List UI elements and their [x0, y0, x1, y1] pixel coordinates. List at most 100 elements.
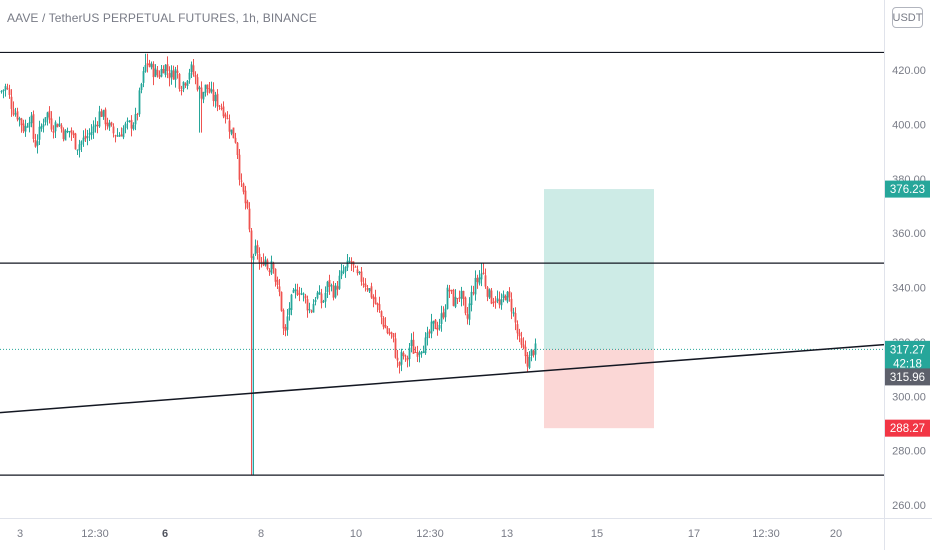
candle-body: [28, 122, 31, 128]
candle-body: [326, 281, 329, 293]
candle-body: [118, 135, 121, 137]
candle-body: [20, 118, 23, 126]
candle-body: [230, 129, 233, 134]
candle-body: [258, 253, 261, 264]
candle-body: [98, 111, 101, 127]
candle-body: [100, 111, 103, 117]
candle-body: [112, 126, 115, 134]
candle-body: [220, 107, 223, 109]
candle-body: [448, 289, 451, 292]
candle-body: [236, 142, 239, 156]
candle-body: [310, 310, 313, 312]
candle-body: [338, 275, 341, 289]
candle-body: [306, 299, 309, 311]
candle-body: [122, 128, 125, 138]
candle-body: [424, 337, 427, 354]
candle-body: [44, 117, 47, 123]
candle-body: [478, 277, 481, 284]
candle-body: [524, 346, 527, 357]
candle-body: [422, 351, 425, 353]
candle-body: [412, 339, 415, 354]
candle-body: [278, 286, 281, 292]
y-tick-label: 340.00: [892, 283, 926, 295]
candle-body: [116, 135, 119, 137]
candle-body: [298, 293, 301, 295]
y-tick-label: 360.00: [892, 228, 926, 240]
candle-body: [534, 343, 537, 355]
candle-body: [270, 261, 273, 274]
candle-body: [404, 355, 407, 357]
candle-body: [162, 68, 165, 74]
candle-body: [312, 303, 315, 313]
candle-body: [106, 122, 109, 127]
candle-body: [510, 298, 513, 312]
candle-body: [222, 106, 225, 117]
candle-body: [212, 89, 215, 101]
candle-body: [172, 70, 175, 80]
candle-body: [456, 298, 459, 300]
current-price-tag-text: 317.27: [890, 344, 925, 356]
candle-body: [128, 120, 131, 122]
candle-body: [504, 295, 507, 301]
candle-body: [388, 332, 391, 335]
candle-body: [276, 279, 279, 285]
candle-body: [12, 109, 15, 115]
candle-body: [96, 124, 99, 126]
target-price-tag: 376.23: [885, 180, 930, 198]
candle-body: [340, 270, 343, 276]
candle-body: [494, 300, 497, 303]
candle-body: [426, 332, 429, 339]
candle-body: [144, 64, 147, 72]
candle-body: [492, 302, 495, 304]
candle-body: [514, 313, 517, 323]
candle-body: [394, 338, 397, 358]
candle-body: [104, 109, 107, 125]
candle-body: [46, 112, 49, 118]
candle-body: [398, 362, 401, 366]
candle-body: [360, 271, 363, 282]
candle-body: [434, 319, 437, 330]
candle-body: [0, 91, 3, 93]
candle-body: [508, 291, 511, 298]
candle-body: [254, 245, 257, 255]
horizontal-levels: [0, 51, 885, 476]
x-tick-label: 13: [501, 528, 513, 540]
currency-button[interactable]: USDT: [892, 7, 923, 28]
x-tick-label: 15: [591, 528, 603, 540]
candle-body: [318, 292, 321, 295]
candle-body: [472, 292, 475, 294]
candle-body: [216, 93, 219, 107]
candle-body: [444, 308, 447, 318]
candle-body: [520, 338, 523, 345]
candle-body: [346, 260, 349, 268]
candle-body: [418, 352, 421, 355]
candle-body: [518, 332, 521, 337]
candle-body: [490, 290, 493, 304]
candle-body: [446, 287, 449, 309]
candle-body: [280, 291, 283, 311]
candle-body: [430, 321, 433, 334]
candle-body: [498, 299, 501, 305]
candle-body: [6, 87, 9, 89]
candle-body: [406, 357, 409, 361]
candle-body: [372, 296, 375, 300]
candle-body: [22, 123, 25, 132]
x-tick-label: 10: [350, 528, 362, 540]
x-tick-label: 6: [162, 528, 168, 540]
candle-body: [108, 122, 111, 128]
candle-body: [92, 126, 95, 133]
candle-body: [482, 272, 485, 275]
candle-body: [468, 303, 471, 320]
candle-body: [274, 268, 277, 282]
candle-body: [56, 124, 59, 128]
candle-body: [226, 118, 229, 120]
candle-body: [382, 317, 385, 327]
candle-body: [40, 126, 43, 129]
candle-body: [182, 81, 185, 90]
candle-body: [190, 64, 193, 72]
candle-body: [174, 69, 177, 80]
candle-body: [450, 290, 453, 292]
candle-body: [54, 122, 57, 132]
